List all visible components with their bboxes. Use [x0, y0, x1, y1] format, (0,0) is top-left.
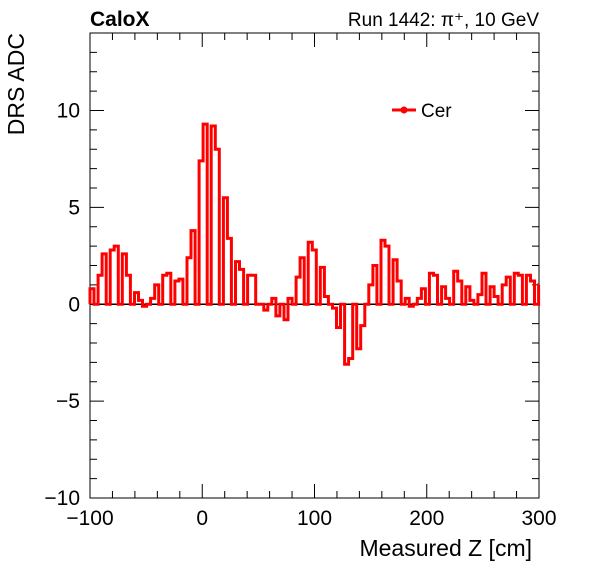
legend: Cer — [392, 101, 452, 122]
axis-ticks — [89, 32, 540, 499]
x-tick-label: −100 — [66, 507, 113, 530]
y-axis-label: DRS ADC — [3, 33, 29, 135]
experiment-label: CaloX — [90, 8, 150, 31]
y-tick-label: −5 — [56, 390, 80, 413]
series-cer-line — [88, 122, 541, 366]
run-info-label: Run 1442: π⁺, 10 GeV — [348, 10, 539, 31]
axis-tick-labels: −100 0 100 200 300 −10 −5 0 5 10 — [44, 100, 556, 531]
y-tick-label: −10 — [44, 487, 80, 510]
legend-marker-cer — [400, 106, 408, 114]
legend-label-cer: Cer — [421, 101, 452, 122]
x-axis-label: Measured Z [cm] — [359, 535, 532, 561]
x-tick-label: 200 — [409, 507, 444, 530]
y-tick-label: 5 — [68, 196, 80, 219]
x-tick-label: 0 — [196, 507, 208, 530]
y-tick-label: 10 — [57, 100, 80, 123]
y-tick-label: 0 — [68, 293, 80, 316]
x-tick-label: 300 — [521, 507, 556, 530]
x-tick-label: 100 — [297, 507, 332, 530]
